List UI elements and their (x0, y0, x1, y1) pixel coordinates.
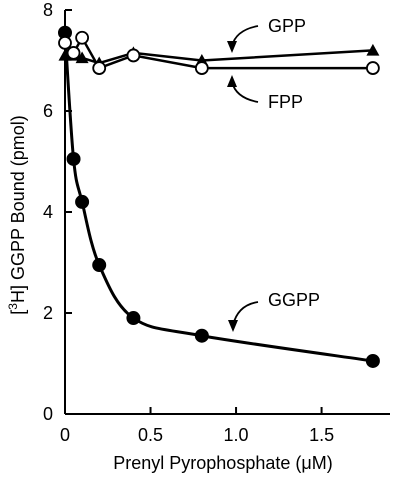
x-axis-title-suffix: ) (327, 453, 333, 473)
data-point-gpp (75, 51, 89, 64)
annotation-ggpp-label: GGPP (268, 290, 320, 310)
annotation-ggpp: GGPP (228, 290, 320, 332)
x-tick-label: 0 (60, 425, 70, 445)
data-point-ggpp (365, 353, 380, 368)
y-axis-title-post: H] GGPP Bound (pmol) (8, 115, 28, 303)
x-axis-title-unit: μM (301, 453, 326, 473)
data-point-fpp (365, 61, 380, 75)
y-axis-title-pre: [ (8, 310, 28, 315)
annotation-fpp-arrowhead (227, 75, 237, 87)
data-point-ggpp (194, 328, 209, 343)
data-point-ggpp (126, 311, 141, 326)
annotation-gpp-label: GPP (268, 16, 306, 36)
annotation-ggpp-arrowhead (228, 320, 238, 332)
y-axis-title-sup: 3 (6, 303, 20, 310)
x-tick-label: 1.5 (309, 425, 334, 445)
ticks: 0 0.5 1.0 1.5 0 2 4 6 8 (43, 0, 334, 445)
data-point-gpp (366, 43, 380, 56)
data-point-fpp (75, 30, 90, 45)
annotation-fpp-label: FPP (268, 92, 303, 112)
data-point-fpp (66, 46, 81, 60)
y-tick-label: 2 (43, 303, 53, 323)
data-point-fpp (58, 35, 72, 50)
annotation-gpp: GPP (227, 16, 306, 53)
data-point-ggpp (75, 194, 90, 209)
y-tick-label: 8 (43, 0, 53, 20)
y-axis-title: [3H] GGPP Bound (pmol) (6, 115, 28, 314)
data-point-ggpp (66, 151, 81, 166)
x-tick-label: 1.0 (224, 425, 249, 445)
y-tick-label: 6 (43, 101, 53, 121)
axes (64, 10, 390, 415)
y-tick-label: 4 (43, 202, 53, 222)
data-point-fpp (92, 61, 107, 75)
annotation-fpp: FPP (227, 75, 303, 112)
data-point-ggpp (92, 258, 107, 273)
annotation-gpp-arrowhead (227, 41, 237, 53)
x-tick-label: 0.5 (138, 425, 163, 445)
data-point-fpp (126, 48, 141, 63)
x-axis-title-prefix: Prenyl Pyrophosphate ( (113, 453, 301, 473)
series-line-ggpp (63, 32, 374, 363)
data-point-gpp (58, 48, 72, 61)
x-axis-title: Prenyl Pyrophosphate (μM) (113, 453, 332, 473)
data-point-fpp (194, 61, 209, 75)
series-line-gpp (65, 49, 373, 65)
y-tick-label: 0 (43, 404, 53, 424)
series-points (58, 25, 380, 368)
series-lines (63, 32, 374, 363)
